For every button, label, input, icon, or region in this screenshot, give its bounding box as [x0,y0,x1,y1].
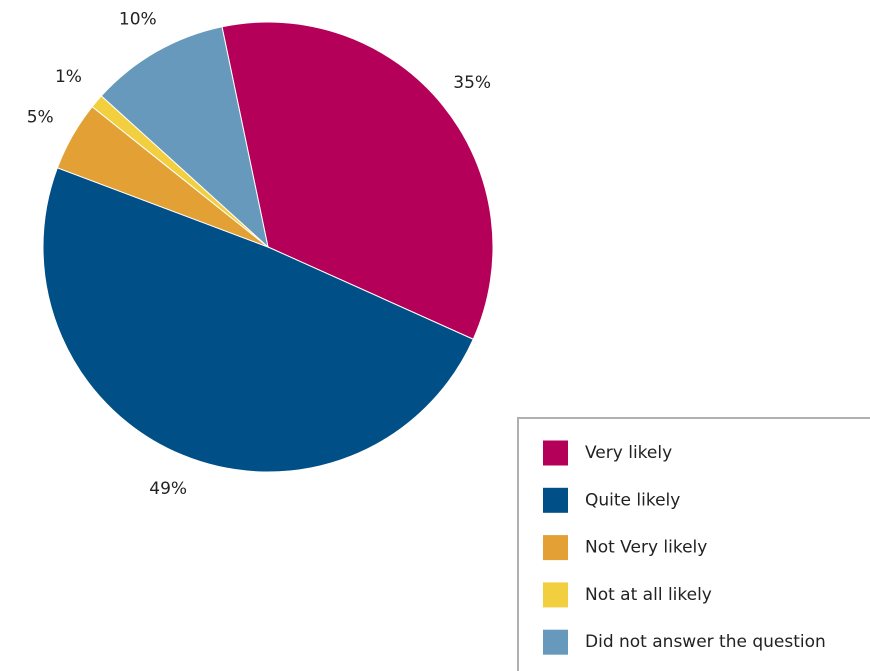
legend-swatch [543,535,568,561]
legend-label: Not Very likely [585,538,707,558]
slice [100,26,269,249]
legend-swatch [543,440,568,466]
data-label: 35% [453,73,491,93]
legend: Very likely Quite likely Not Very likely No… [517,417,870,671]
legend-label: Very likely [585,443,672,463]
pie [42,21,494,473]
legend-swatch [543,629,568,655]
data-label: 10% [119,10,157,30]
slice [42,167,474,473]
legend-swatch [543,487,568,513]
legend-label: Not at all likely [585,585,712,605]
legend-label: Quite likely [585,490,680,510]
legend-frame [517,417,870,671]
legend-swatch [543,582,568,608]
data-label: 1% [55,67,82,87]
legend-label: Did not answer the question [585,632,826,652]
data-label: 5% [27,108,54,128]
data-label: 49% [149,479,187,499]
slice [221,21,494,340]
